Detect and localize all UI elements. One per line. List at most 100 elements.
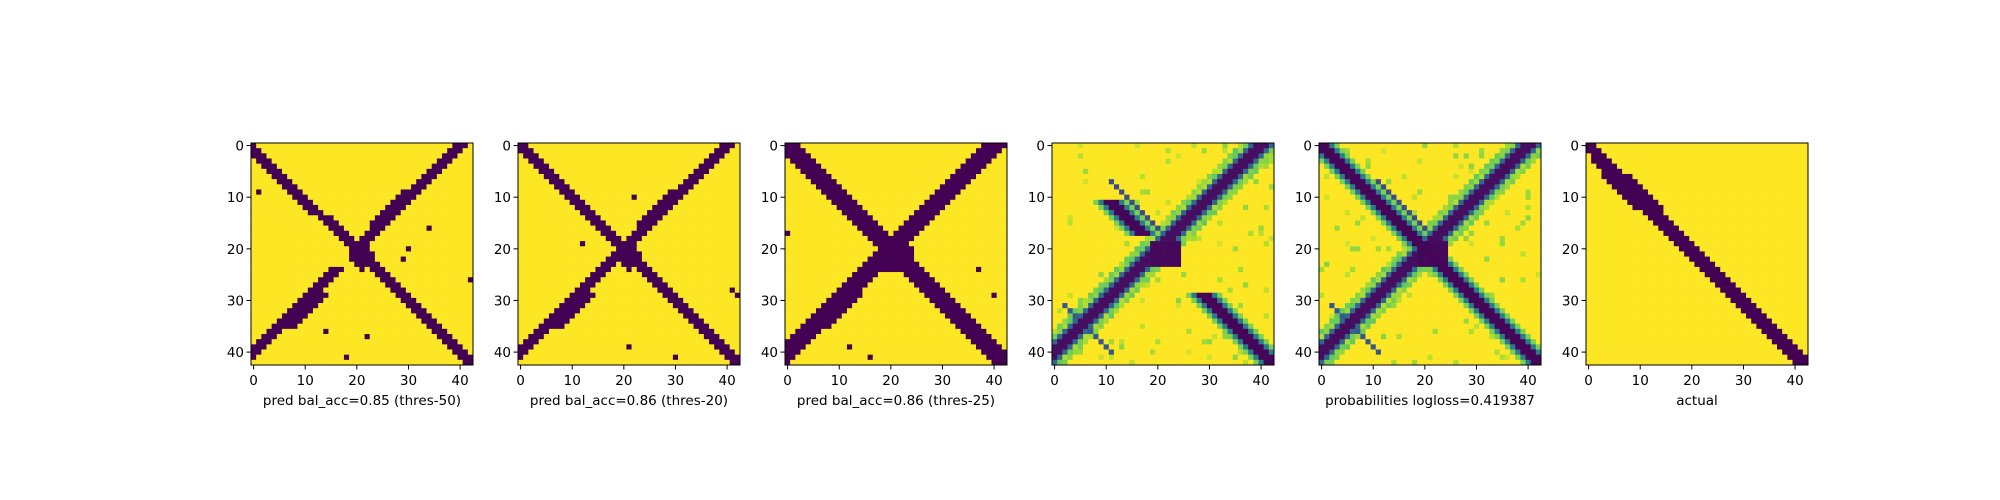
heatmap-cell xyxy=(307,318,314,325)
heatmap-cell xyxy=(626,308,632,314)
heatmap-cell xyxy=(385,148,391,154)
heatmap-cell xyxy=(914,256,920,263)
heatmap-cell xyxy=(338,349,345,356)
heatmap-cell xyxy=(641,225,648,232)
heatmap-cell xyxy=(595,323,601,330)
y-tick-label: 10 xyxy=(227,190,244,206)
heatmap-cell xyxy=(714,277,720,283)
heatmap-cell xyxy=(431,204,438,211)
heatmap-cell xyxy=(548,220,555,226)
heatmap-cell xyxy=(354,318,360,325)
heatmap-cell xyxy=(636,334,643,340)
heatmap-cell xyxy=(452,313,458,319)
heatmap-cell xyxy=(271,334,278,340)
heatmap-cell xyxy=(400,297,407,304)
heatmap-cell xyxy=(790,235,796,242)
heatmap-cell xyxy=(616,266,622,273)
heatmap-cell xyxy=(805,215,812,221)
heatmap-cell xyxy=(672,359,679,366)
heatmap-cell xyxy=(323,313,329,319)
heatmap-cell xyxy=(307,272,314,278)
heatmap-cell xyxy=(888,256,894,263)
heatmap-cell xyxy=(543,354,550,361)
heatmap-cell xyxy=(790,272,796,278)
heatmap-cell xyxy=(888,287,894,294)
heatmap-cell xyxy=(996,173,1003,180)
heatmap-cell xyxy=(641,153,648,159)
heatmap-cell xyxy=(981,220,987,226)
heatmap-cell xyxy=(991,143,998,149)
heatmap-cell xyxy=(703,163,710,170)
heatmap-cell xyxy=(826,220,832,226)
heatmap-cell xyxy=(395,277,402,283)
heatmap-cell xyxy=(714,318,720,325)
heatmap-cell xyxy=(903,153,910,159)
heatmap-cell xyxy=(343,318,350,325)
heatmap-cell xyxy=(621,204,627,211)
heatmap-cell xyxy=(709,287,715,294)
heatmap-cell xyxy=(919,153,925,159)
heatmap-cell xyxy=(528,251,534,257)
heatmap-cell xyxy=(857,266,863,273)
heatmap-cell xyxy=(554,148,560,154)
heatmap-cell xyxy=(452,318,458,325)
heatmap-cell xyxy=(548,230,555,237)
heatmap-cell xyxy=(821,246,827,252)
heatmap-cell xyxy=(574,220,581,226)
heatmap-cell xyxy=(431,230,438,237)
heatmap-cell xyxy=(559,153,565,159)
heatmap-cell xyxy=(369,194,376,201)
heatmap-cell xyxy=(276,235,283,242)
heatmap-cell xyxy=(996,189,1003,195)
heatmap-cell xyxy=(533,292,539,299)
heatmap-cell xyxy=(605,246,612,252)
heatmap-cell xyxy=(390,199,396,206)
heatmap-cell xyxy=(893,168,899,175)
heatmap-cell xyxy=(714,251,720,257)
heatmap-cell xyxy=(908,246,915,252)
heatmap-cell xyxy=(883,168,889,175)
heatmap-cell xyxy=(924,148,930,154)
heatmap-cell xyxy=(709,153,715,159)
heatmap-cell xyxy=(976,194,982,201)
heatmap-cell xyxy=(678,220,684,226)
heatmap-cell xyxy=(846,256,853,263)
heatmap-cell xyxy=(359,303,365,309)
heatmap-cell xyxy=(431,303,438,309)
heatmap-cell xyxy=(846,282,853,288)
heatmap-cell xyxy=(411,256,417,263)
heatmap-cell xyxy=(297,256,303,263)
heatmap-cell xyxy=(333,210,340,216)
heatmap-cell xyxy=(626,179,632,185)
heatmap-cell xyxy=(579,184,586,190)
heatmap-cell xyxy=(924,215,930,221)
heatmap-cell xyxy=(976,282,982,288)
heatmap-cell xyxy=(354,199,360,206)
heatmap-cell xyxy=(281,261,288,268)
heatmap-cell xyxy=(647,354,653,361)
heatmap-cell xyxy=(457,349,464,356)
heatmap-cell xyxy=(359,210,365,216)
heatmap-cell xyxy=(436,220,443,226)
heatmap-cell xyxy=(857,210,863,216)
heatmap-cell xyxy=(447,246,453,252)
heatmap-cell xyxy=(548,359,555,366)
heatmap-cell xyxy=(343,272,350,278)
heatmap-cell xyxy=(790,143,796,149)
heatmap-cell xyxy=(836,215,843,221)
heatmap-cell xyxy=(688,241,694,247)
heatmap-cell xyxy=(600,220,607,226)
heatmap-cell xyxy=(297,292,303,299)
heatmap-cell xyxy=(683,246,689,252)
heatmap-cell xyxy=(302,153,309,159)
heatmap-cell xyxy=(569,143,576,149)
heatmap-cell xyxy=(826,194,832,201)
heatmap-cell xyxy=(929,173,936,180)
heatmap-cell xyxy=(462,158,469,164)
heatmap-cell xyxy=(354,303,360,309)
heatmap-cell xyxy=(862,235,868,242)
heatmap-cell xyxy=(981,199,987,206)
heatmap-cell xyxy=(585,359,591,366)
heatmap-cell xyxy=(590,210,596,216)
